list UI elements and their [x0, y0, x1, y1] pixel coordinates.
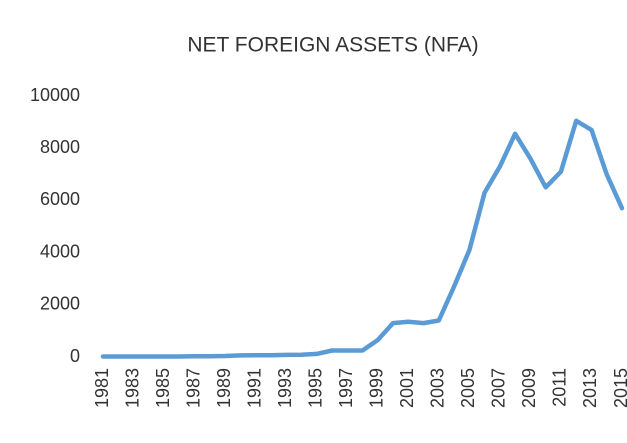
- data-line: [100, 118, 625, 359]
- y-tick-label: 2000: [40, 294, 80, 314]
- x-tick-label: 1981: [92, 368, 112, 408]
- x-tick-label: 1999: [367, 368, 387, 408]
- x-tick-label: 1995: [305, 368, 325, 408]
- y-tick-label: 8000: [40, 137, 80, 157]
- x-tick-label: 1991: [244, 368, 264, 408]
- x-tick-label: 2003: [428, 368, 448, 408]
- x-tick-label: 2009: [519, 368, 539, 408]
- x-tick-label: 2011: [550, 368, 570, 407]
- x-tick-label: 2005: [458, 368, 478, 408]
- chart-title: NET FOREIGN ASSETS (NFA): [187, 34, 478, 57]
- y-tick-label: 6000: [40, 189, 80, 209]
- x-tick-label: 2013: [580, 368, 600, 408]
- x-tick-label: 1983: [122, 368, 142, 408]
- x-tick-label: 1989: [214, 368, 234, 408]
- x-tick-label: 1987: [183, 368, 203, 408]
- x-tick-label: 1993: [275, 368, 295, 408]
- y-tick-label: 0: [70, 346, 80, 366]
- x-tick-label: 1985: [153, 368, 173, 408]
- x-tick-label: 1997: [336, 368, 356, 408]
- y-tick-label: 10000: [30, 85, 80, 105]
- x-tick-label: 2007: [489, 368, 509, 408]
- y-tick-label: 4000: [40, 241, 80, 261]
- x-tick-label: 2015: [611, 368, 627, 408]
- x-tick-label: 2001: [397, 368, 417, 408]
